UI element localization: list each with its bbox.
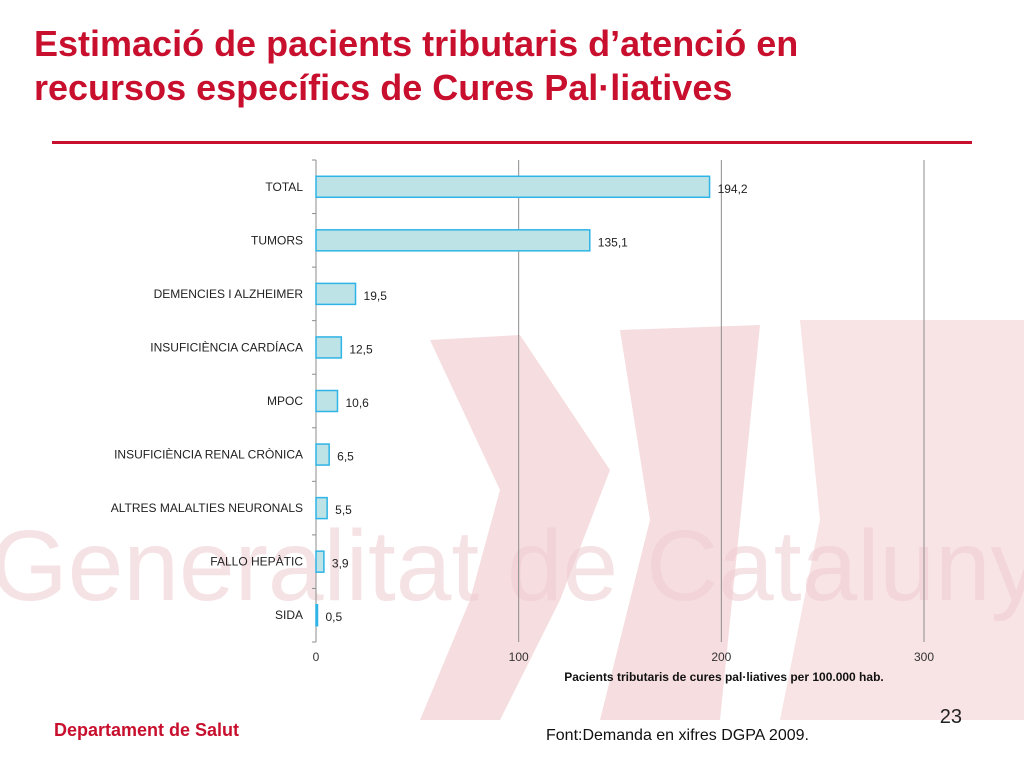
bar [315, 175, 711, 199]
value-label: 6,5 [337, 450, 354, 464]
title-line-1: Estimació de pacients tributaris d’atenc… [34, 23, 799, 64]
category-label: INSUFICIÈNCIA CARDÍACA [150, 339, 303, 354]
department-label: Departament de Salut [54, 720, 240, 740]
slide-title: Estimació de pacients tributaris d’atenc… [34, 22, 934, 110]
title-line-2: recursos específics de Cures Pal·liative… [34, 67, 733, 108]
category-label: TUMORS [251, 233, 303, 247]
title-underline [52, 141, 972, 144]
bar-chart: 0 100 200 300 TOTAL 194,2 TUMORS 135,1 DEMENCIES… [111, 159, 934, 684]
category-label: TOTAL [265, 180, 303, 194]
x-tick-label: 200 [711, 650, 731, 664]
bar [315, 496, 328, 520]
source-note: Font:Demanda en xifres DGPA 2009. [546, 727, 809, 744]
value-label: 135,1 [598, 235, 628, 249]
bar [315, 336, 343, 359]
category-label: SIDA [275, 608, 303, 622]
bar [315, 603, 319, 627]
x-tick-label: 300 [914, 650, 934, 664]
bar [315, 443, 330, 466]
value-label: 194,2 [718, 182, 748, 196]
x-axis-title: Pacients tributaris de cures pal·liative… [564, 670, 883, 684]
bar [315, 389, 339, 413]
value-label: 3,9 [332, 557, 349, 571]
category-label: FALLO HEPÀTIC [210, 554, 303, 569]
value-label: 12,5 [349, 342, 373, 356]
bar [315, 550, 325, 573]
x-tick-label: 0 [313, 650, 320, 664]
value-label: 5,5 [335, 503, 352, 517]
slide-number: 23 [939, 706, 962, 728]
value-label: 19,5 [364, 289, 388, 303]
value-label: 0,5 [326, 610, 343, 624]
category-label: MPOC [267, 394, 303, 408]
category-label: INSUFICIÈNCIA RENAL CRÒNICA [114, 447, 303, 462]
category-label: ALTRES MALALTIES NEURONALS [111, 501, 303, 515]
category-label: DEMENCIES I ALZHEIMER [154, 287, 304, 301]
bar [315, 229, 591, 252]
x-tick-label: 100 [509, 650, 529, 664]
value-label: 10,6 [345, 396, 369, 410]
bar [315, 282, 357, 306]
